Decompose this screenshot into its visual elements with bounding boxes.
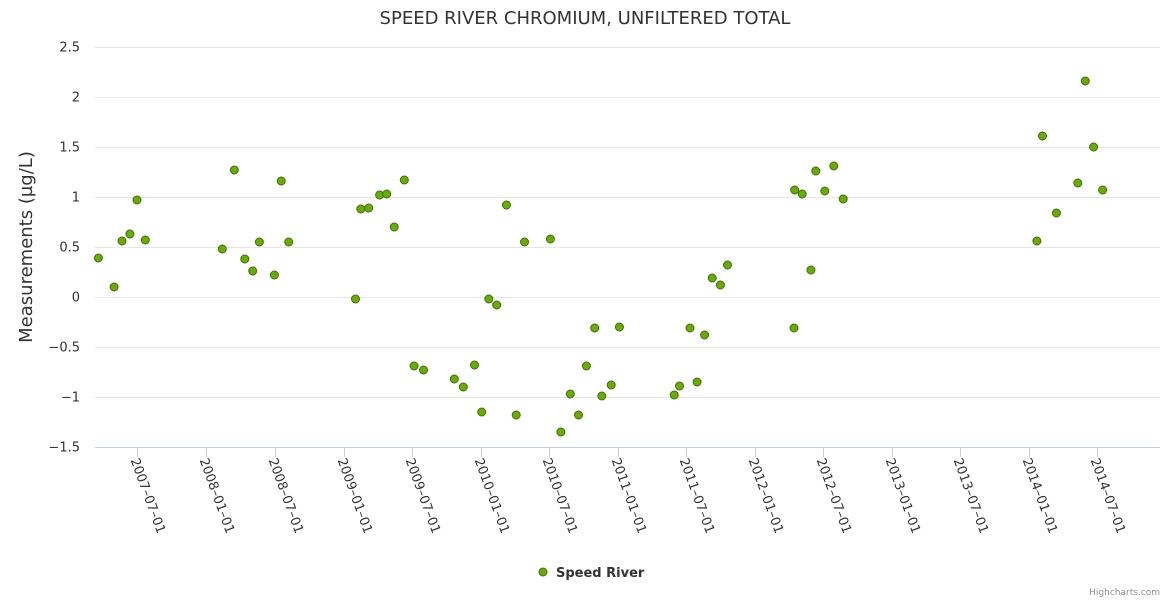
data-point[interactable] xyxy=(449,374,459,384)
data-point[interactable] xyxy=(125,229,135,239)
y-tick-label: 2.5 xyxy=(59,41,80,56)
data-point[interactable] xyxy=(811,166,821,176)
data-point[interactable] xyxy=(606,380,616,390)
data-point[interactable] xyxy=(574,410,583,420)
data-point[interactable] xyxy=(501,200,511,210)
legend-marker xyxy=(538,567,548,577)
data-point[interactable] xyxy=(1073,178,1083,188)
data-point[interactable] xyxy=(1080,76,1090,86)
data-point[interactable] xyxy=(229,165,239,175)
y-tick-label: 0 xyxy=(72,291,80,306)
y-tick-label: 1.5 xyxy=(59,141,80,156)
data-point[interactable] xyxy=(565,389,575,399)
data-point[interactable] xyxy=(723,260,732,270)
data-point[interactable] xyxy=(838,194,848,204)
data-point[interactable] xyxy=(93,253,103,263)
data-point[interactable] xyxy=(284,237,294,247)
data-point[interactable] xyxy=(520,237,529,247)
data-point[interactable] xyxy=(669,390,679,400)
data-point[interactable] xyxy=(1032,236,1042,246)
credits-link[interactable]: Highcharts.com xyxy=(1089,588,1160,598)
data-point[interactable] xyxy=(590,323,600,333)
data-point[interactable] xyxy=(477,407,487,417)
data-point[interactable] xyxy=(364,203,374,213)
data-point[interactable] xyxy=(789,323,799,333)
y-tick-label: −0.5 xyxy=(48,341,80,356)
data-point[interactable] xyxy=(492,300,502,310)
data-point[interactable] xyxy=(409,361,419,371)
data-point[interactable] xyxy=(829,161,839,171)
data-point[interactable] xyxy=(470,360,479,370)
y-tick-label: −1 xyxy=(61,391,80,406)
data-point[interactable] xyxy=(351,294,360,304)
data-point[interactable] xyxy=(707,273,717,283)
data-point[interactable] xyxy=(276,176,286,186)
points-layer xyxy=(93,76,1108,437)
data-point[interactable] xyxy=(614,322,624,332)
data-point[interactable] xyxy=(1089,142,1099,152)
data-point[interactable] xyxy=(382,189,392,199)
data-point[interactable] xyxy=(685,323,695,333)
grid-layer xyxy=(95,47,1160,448)
y-tick-label: 1 xyxy=(72,191,80,206)
data-point[interactable] xyxy=(806,265,816,275)
data-point[interactable] xyxy=(1098,185,1108,195)
data-point[interactable] xyxy=(356,204,366,214)
data-point[interactable] xyxy=(581,361,591,371)
legend-label-speed-river: Speed River xyxy=(556,566,645,581)
data-point[interactable] xyxy=(140,235,150,245)
data-point[interactable] xyxy=(1038,131,1047,141)
data-point[interactable] xyxy=(715,280,725,290)
data-point[interactable] xyxy=(692,377,702,387)
y-tick-label: 2 xyxy=(72,91,80,106)
data-point[interactable] xyxy=(117,236,127,246)
chart-title: SPEED RIVER CHROMIUM, UNFILTERED TOTAL xyxy=(380,8,791,29)
data-point[interactable] xyxy=(797,189,807,199)
data-point[interactable] xyxy=(254,237,264,247)
data-point[interactable] xyxy=(484,294,494,304)
data-point[interactable] xyxy=(389,222,399,232)
data-point[interactable] xyxy=(132,195,142,205)
y-tick-label: 0.5 xyxy=(59,241,80,256)
y-axis-label: Measurements (µg/L) xyxy=(16,151,37,343)
data-point[interactable] xyxy=(217,244,227,254)
legend[interactable]: Speed River xyxy=(538,566,645,581)
data-point[interactable] xyxy=(597,391,607,401)
data-point[interactable] xyxy=(700,330,710,340)
data-point[interactable] xyxy=(675,381,684,391)
data-point[interactable] xyxy=(790,185,800,195)
data-point[interactable] xyxy=(545,234,555,244)
data-point[interactable] xyxy=(109,282,119,292)
data-point[interactable] xyxy=(419,365,428,375)
data-point[interactable] xyxy=(556,427,566,437)
data-point[interactable] xyxy=(399,175,409,185)
data-point[interactable] xyxy=(820,186,830,196)
data-point[interactable] xyxy=(269,270,279,280)
data-point[interactable] xyxy=(511,410,521,420)
y-tick-label: −1.5 xyxy=(48,441,80,456)
data-point[interactable] xyxy=(1051,208,1061,218)
data-point[interactable] xyxy=(248,266,258,276)
data-point[interactable] xyxy=(458,382,468,392)
data-point[interactable] xyxy=(240,254,250,264)
